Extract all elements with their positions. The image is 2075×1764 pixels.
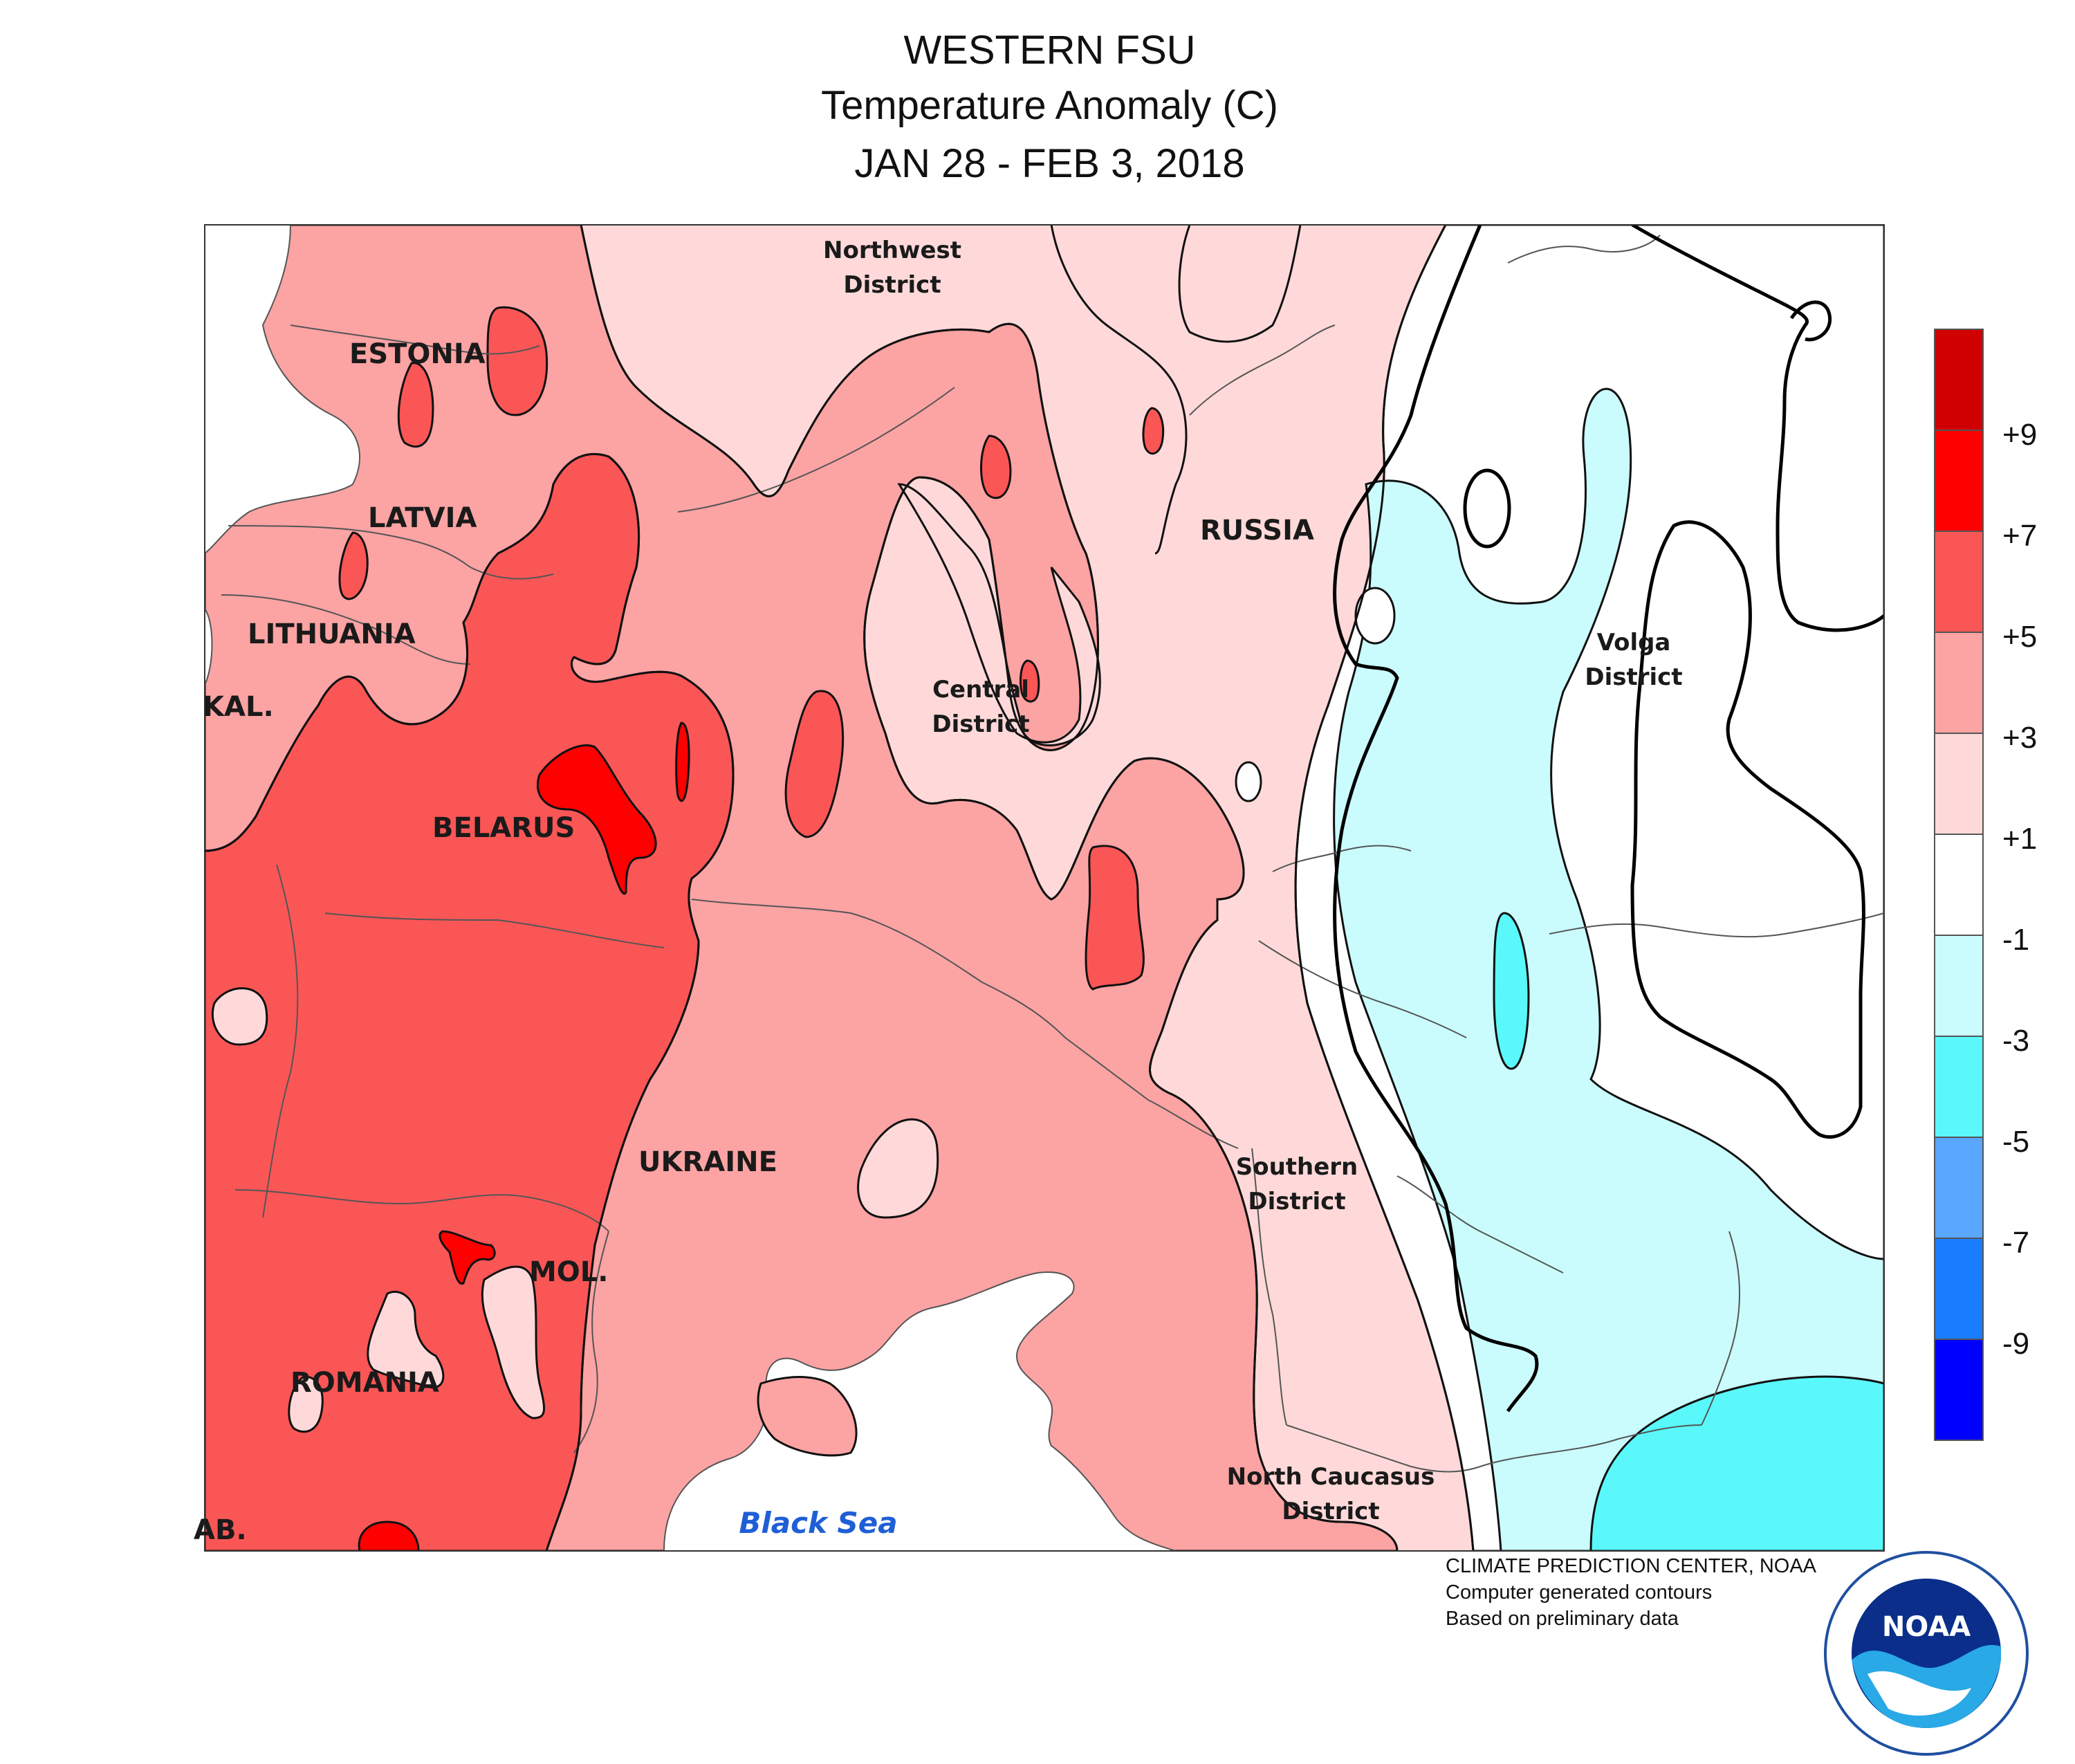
anomaly-cell-1-3 xyxy=(897,483,1101,746)
anomaly-cell-5-7 xyxy=(338,531,369,600)
credit-line-1: CLIMATE PREDICTION CENTER, NOAA xyxy=(1446,1555,1817,1577)
anomaly-cell-neg1-1 xyxy=(1354,587,1396,645)
anomaly-cell-1-3 xyxy=(288,1375,324,1433)
legend-swatch xyxy=(1935,430,1983,531)
legend-swatch xyxy=(1935,733,1983,834)
anomaly-cell-neg1-1 xyxy=(1235,761,1262,802)
legend-frame xyxy=(1934,329,1984,1441)
map-date-range: JAN 28 - FEB 3, 2018 xyxy=(854,141,1245,186)
legend-swatch xyxy=(1935,531,1983,632)
map-subtitle: Temperature Anomaly (C) xyxy=(821,83,1278,128)
crimea-peninsula xyxy=(757,1376,858,1457)
credit-line-3: Based on preliminary data xyxy=(1446,1608,1679,1630)
contour-lines xyxy=(205,225,1475,1551)
label-lithuania: LITHUANIA xyxy=(248,618,416,650)
noaa-logo: NOAA xyxy=(1824,1551,2029,1756)
border-lines xyxy=(221,235,1884,1473)
anomaly-cell-5-7 xyxy=(1020,659,1040,703)
legend-swatch xyxy=(1935,935,1983,1036)
label-russia: RUSSIA xyxy=(1200,515,1314,546)
label-central-district: Central xyxy=(932,676,1029,704)
label-northwest-district: Northwest xyxy=(823,237,961,264)
label-north-caucasus-district: North Caucasus xyxy=(1227,1463,1435,1491)
legend-label: +9 xyxy=(2002,418,2037,452)
legend-label: -5 xyxy=(2002,1125,2029,1159)
zero-contour-lines xyxy=(1333,225,1884,1413)
anomaly-cell-5-7 xyxy=(1085,845,1145,991)
label-southern-district: Southern xyxy=(1236,1153,1358,1181)
legend-swatch xyxy=(1935,1036,1983,1137)
anomaly-cell-5-7 xyxy=(486,306,548,416)
label-north-caucasus-district: District xyxy=(1282,1498,1379,1525)
label-ukraine: UKRAINE xyxy=(638,1146,777,1178)
anomaly-cell-neg5-neg3 xyxy=(1493,912,1530,1070)
legend-label: -1 xyxy=(2002,923,2029,957)
legend-label: -3 xyxy=(2002,1024,2029,1058)
anomaly-cell-7-9 xyxy=(358,1520,420,1551)
color-legend: +9 +7 +5 +3 +1 -1 -3 -5 -7 -9 xyxy=(1934,329,2037,1441)
map-frame xyxy=(204,224,1885,1552)
anomaly-cell-1-3 xyxy=(211,987,268,1046)
legend-label: +7 xyxy=(2002,519,2037,553)
anomaly-cell-neg5-neg3 xyxy=(1589,1375,1884,1551)
label-estonia: ESTONIA xyxy=(349,338,486,370)
anomaly-cell-5-7 xyxy=(784,690,845,838)
legend-swatch xyxy=(1935,834,1983,935)
label-volga-district: District xyxy=(1585,663,1682,691)
legend-swatch xyxy=(1935,1339,1983,1440)
anomaly-band-neg3-neg1 xyxy=(1333,387,1884,1551)
anomaly-cell-1-3 xyxy=(481,1265,546,1420)
legend-label: +5 xyxy=(2002,620,2037,654)
label-romania: ROMANIA xyxy=(290,1367,439,1399)
label-belarus: BELARUS xyxy=(432,812,575,844)
credit-line-2: Computer generated contours xyxy=(1446,1581,1713,1604)
legend-label: +3 xyxy=(2002,721,2037,755)
anomaly-cell-5-7 xyxy=(980,434,1012,499)
label-moldova: MOL. xyxy=(529,1256,609,1288)
label-ab: AB. xyxy=(194,1514,247,1546)
map-title: WESTERN FSU xyxy=(903,28,1196,73)
label-kaliningrad: KAL. xyxy=(203,691,274,723)
anomaly-cell-1-3 xyxy=(367,1290,445,1389)
legend-swatch xyxy=(1935,1137,1983,1238)
label-southern-district: District xyxy=(1248,1188,1345,1215)
anomaly-cell-7-9 xyxy=(439,1230,496,1285)
legend-swatch xyxy=(1935,329,1983,430)
anomaly-cell-7-9 xyxy=(675,722,690,802)
legend-label: -7 xyxy=(2002,1226,2029,1260)
map-area xyxy=(205,225,1884,1551)
legend-swatch xyxy=(1935,1238,1983,1339)
baltic-sea xyxy=(205,607,213,686)
legend-label: -9 xyxy=(2002,1327,2029,1361)
label-central-district: District xyxy=(932,710,1029,738)
baltic-sea xyxy=(205,225,360,555)
legend-swatch xyxy=(1935,632,1983,733)
legend-label: +1 xyxy=(2002,822,2037,856)
label-black-sea: Black Sea xyxy=(739,1506,897,1540)
label-volga-district: Volga xyxy=(1597,629,1671,656)
anomaly-cell-1-3 xyxy=(857,1118,939,1219)
anomaly-cell-7-9 xyxy=(536,744,657,895)
label-northwest-district: District xyxy=(843,271,941,299)
label-latvia: LATVIA xyxy=(368,502,477,534)
noaa-logo-text: NOAA xyxy=(1882,1611,1971,1643)
anomaly-cell-5-7 xyxy=(397,362,434,448)
anomaly-cell-5-7 xyxy=(1142,407,1165,455)
